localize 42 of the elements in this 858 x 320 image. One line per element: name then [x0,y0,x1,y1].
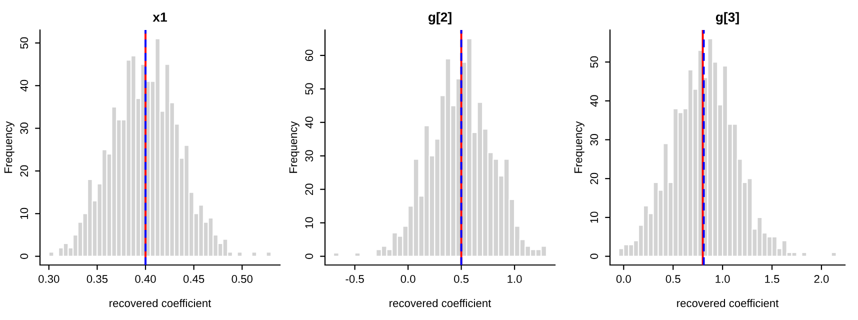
chart-title: g[3] [716,12,739,24]
x-tick-label: 0.35 [86,275,108,283]
chart-title: x1 [152,12,167,22]
y-axis-title: Frequency [4,121,14,173]
y-tick-label: 40 [305,116,314,128]
x-tick-label: 0.5 [666,275,680,283]
x-tick-label: 0.30 [38,275,60,283]
x-tick-label: 0.5 [454,275,469,283]
y-tick-label: 60 [305,50,314,62]
y-tick-label: 10 [590,212,598,223]
y-tick-label: 40 [590,95,598,107]
y-tick-label: 10 [20,208,28,219]
x-tick-label: 0.50 [232,275,253,283]
x-tick-label: 1.5 [765,275,780,283]
x-axis-title: recovered coefficient [390,298,492,308]
y-tick-label: 0 [305,254,314,259]
y-tick-label: 40 [20,80,28,92]
y-tick-label: 20 [590,172,598,184]
x-axis-title: recovered coefficient [110,298,212,308]
y-tick-label: 50 [20,37,28,49]
y-tick-label: 0 [590,254,598,259]
x-tick-label: 2.0 [814,275,829,283]
x-tick-label: 1.0 [716,275,730,283]
y-tick-label: 20 [20,165,28,177]
x-tick-label: 0.40 [135,275,156,283]
y-axis-title: Frequency [574,121,584,173]
chart-title: g[2] [428,12,452,24]
y-tick-label: 0 [20,254,28,259]
y-tick-label: 10 [305,217,314,228]
y-tick-label: 30 [20,122,28,134]
y-tick-label: 30 [305,150,314,162]
x-tick-label: 0.0 [616,275,631,283]
x-tick-label: 1.0 [508,275,522,283]
x-tick-label: 0.45 [183,275,204,283]
y-tick-label: 30 [590,134,598,146]
y-axis-title: Frequency [289,121,300,173]
x-tick-label: 0.0 [400,275,416,283]
y-tick-label: 50 [590,56,598,68]
x-axis-title: recovered coefficient [677,298,779,308]
x-tick-label: -0.5 [346,275,364,283]
y-tick-label: 50 [305,83,314,95]
y-tick-label: 20 [305,184,314,195]
